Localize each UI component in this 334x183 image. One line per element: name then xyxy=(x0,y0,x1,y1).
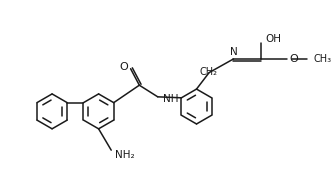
Text: CH₃: CH₃ xyxy=(314,54,332,64)
Text: O: O xyxy=(290,54,298,64)
Text: NH: NH xyxy=(163,94,178,104)
Text: NH₂: NH₂ xyxy=(115,150,135,160)
Text: OH: OH xyxy=(265,34,281,44)
Text: CH₂: CH₂ xyxy=(199,67,217,77)
Text: N: N xyxy=(230,47,238,57)
Text: O: O xyxy=(120,62,128,72)
